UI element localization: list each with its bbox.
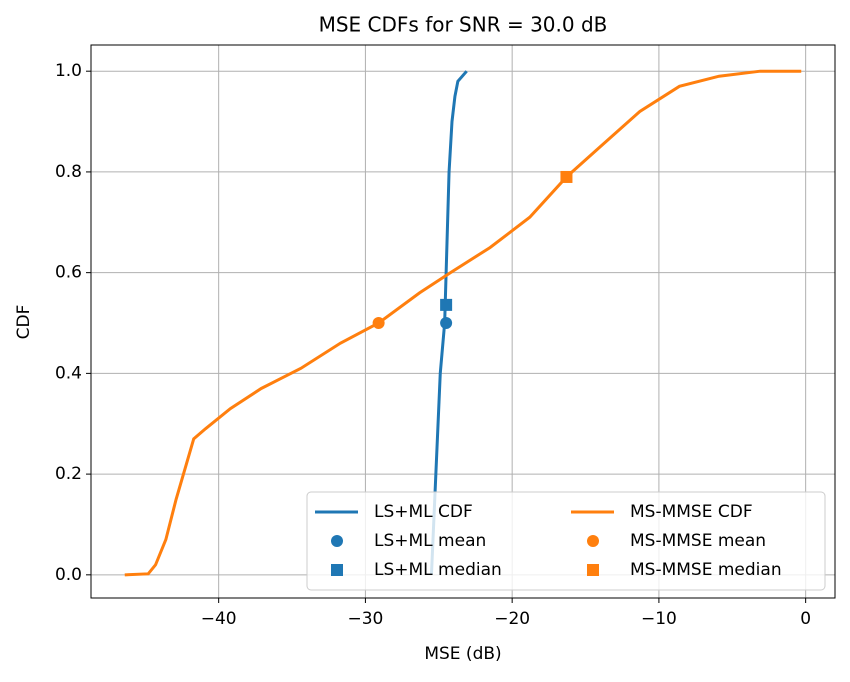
y-tick-label: 0.6 (55, 263, 82, 283)
mean-marker (440, 317, 453, 330)
axes-frame (90, 44, 836, 599)
x-axis-label: MSE (dB) (424, 644, 501, 664)
cdf-line (124, 69, 802, 577)
legend-box (306, 491, 826, 591)
legend-handle (587, 535, 599, 547)
y-tick-label: 0.2 (55, 464, 82, 484)
x-tick-label: −30 (347, 609, 383, 629)
x-tick-label: −10 (641, 609, 677, 629)
median-marker (440, 298, 453, 311)
y-tick-label: 0.4 (55, 363, 82, 383)
legend-handle (587, 564, 599, 576)
legend-label: LS+ML mean (374, 531, 486, 551)
mean-marker (372, 317, 385, 330)
legend-label: MS-MMSE mean (630, 531, 766, 551)
chart-title: MSE CDFs for SNR = 30.0 dB (319, 13, 608, 37)
x-tick-label: −20 (494, 609, 530, 629)
legend-label: LS+ML CDF (374, 502, 473, 522)
x-tick-label: −40 (201, 609, 237, 629)
median-marker (560, 170, 573, 183)
legend-handle (331, 535, 343, 547)
cdf-line (429, 70, 468, 575)
y-tick-label: 0.0 (55, 565, 82, 585)
legend: LS+ML CDF LS+ML mean LS+ML median MS-MMSE C… (306, 491, 826, 591)
legend-label: LS+ML median (374, 560, 502, 580)
x-tick-label: 0 (800, 609, 811, 629)
plot-layer (124, 69, 802, 577)
y-tick-label: 1.0 (55, 61, 82, 81)
y-tick-label: 0.8 (55, 162, 82, 182)
legend-label: MS-MMSE median (630, 560, 782, 580)
legend-label: MS-MMSE CDF (630, 502, 753, 522)
legend-handle (331, 564, 343, 576)
y-axis-label: CDF (14, 305, 34, 340)
